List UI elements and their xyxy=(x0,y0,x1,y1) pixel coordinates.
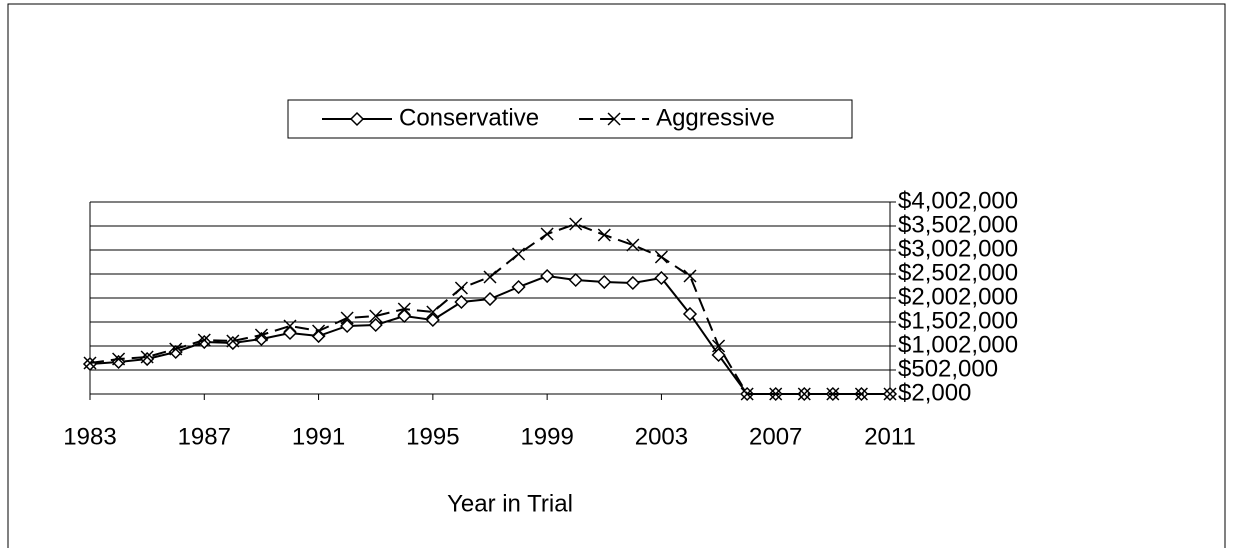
x-tick-label: 2011 xyxy=(864,423,916,450)
legend-marker xyxy=(607,112,621,126)
point xyxy=(369,309,383,323)
point xyxy=(769,387,783,401)
point xyxy=(626,238,640,252)
point xyxy=(197,333,211,347)
point xyxy=(540,268,555,284)
series-line xyxy=(89,222,890,395)
point xyxy=(654,250,668,264)
x-tick-label: 2003 xyxy=(635,423,688,450)
legend-label: Aggressive xyxy=(656,104,775,131)
x-axis-title: Year in Trial xyxy=(447,490,573,517)
point xyxy=(797,387,811,401)
x-tick-label: 1987 xyxy=(178,423,231,450)
point xyxy=(512,247,526,261)
point xyxy=(169,342,183,356)
y-tick-label: $2,502,000 xyxy=(898,259,1018,286)
point xyxy=(597,228,611,242)
point xyxy=(482,291,498,307)
point xyxy=(625,275,640,291)
legend-label: Conservative xyxy=(399,104,539,131)
legend-marker xyxy=(349,111,365,127)
point xyxy=(683,269,697,283)
point xyxy=(426,305,440,319)
point xyxy=(568,272,583,288)
point xyxy=(340,318,355,334)
point xyxy=(454,281,468,295)
point xyxy=(711,347,726,363)
point xyxy=(368,317,383,333)
point xyxy=(540,227,554,241)
point xyxy=(254,328,268,342)
point xyxy=(397,302,411,316)
point xyxy=(654,270,669,286)
point xyxy=(425,312,440,328)
y-tick-label: $2,000 xyxy=(898,379,971,406)
point xyxy=(312,324,326,338)
point xyxy=(226,334,240,348)
point xyxy=(112,352,126,366)
point xyxy=(83,356,97,370)
y-tick-label: $502,000 xyxy=(898,355,998,382)
y-tick-label: $1,002,000 xyxy=(898,331,1018,358)
point xyxy=(826,387,840,401)
point xyxy=(283,319,297,333)
point xyxy=(883,387,897,401)
point xyxy=(712,339,726,353)
point xyxy=(140,350,154,364)
point xyxy=(197,334,212,350)
x-tick-label: 1995 xyxy=(406,423,459,450)
point xyxy=(740,387,754,401)
y-tick-label: $1,502,000 xyxy=(898,307,1018,334)
chart-frame xyxy=(7,3,1226,548)
x-tick-label: 1991 xyxy=(292,423,345,450)
point xyxy=(569,217,583,231)
x-tick-label: 1999 xyxy=(520,423,573,450)
y-tick-label: $4,002,000 xyxy=(898,187,1018,214)
x-tick-label: 2007 xyxy=(749,423,802,450)
y-tick-label: $3,002,000 xyxy=(898,235,1018,262)
point xyxy=(511,279,526,295)
point xyxy=(483,270,497,284)
point xyxy=(854,387,868,401)
point xyxy=(597,274,612,290)
point xyxy=(454,294,469,310)
point xyxy=(682,306,698,322)
point xyxy=(340,311,354,325)
y-tick-label: $3,502,000 xyxy=(898,211,1018,238)
y-tick-label: $2,002,000 xyxy=(898,283,1018,310)
x-tick-label: 1983 xyxy=(63,423,116,450)
